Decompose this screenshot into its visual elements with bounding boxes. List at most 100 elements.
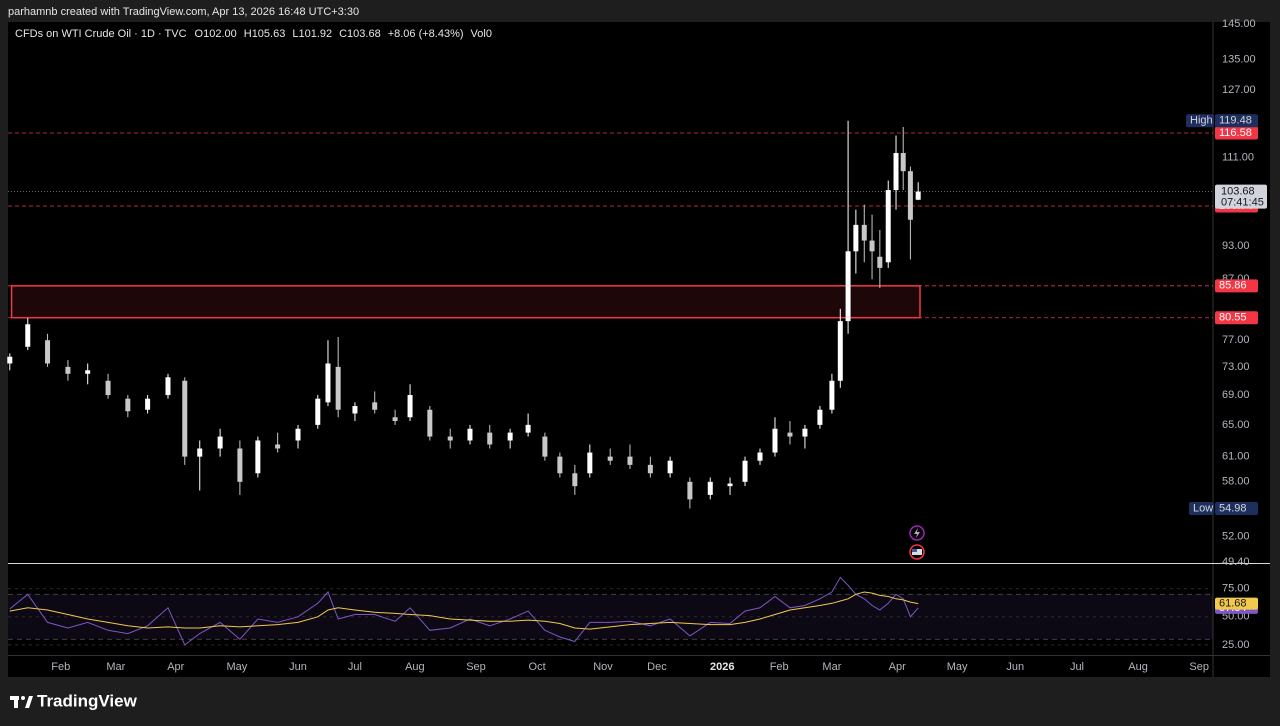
x-tick-label: Sep [466,661,486,673]
high-tag-text: High [1190,115,1213,127]
low-value-text: 54.98 [1219,502,1247,514]
y-tick-label: 77.00 [1222,334,1250,346]
candle-body [197,448,203,457]
level-label-text: 116.58 [1219,127,1252,139]
rsi-last-value-box [1215,597,1258,610]
candle-body [125,398,131,412]
candle-body [85,370,91,374]
x-tick-label: Jun [289,661,307,673]
y-tick-label: 69.00 [1222,389,1250,401]
candle-body [845,251,851,322]
y-tick-label: 58.00 [1222,476,1250,488]
brand-logo [10,696,33,708]
candle-body [727,483,733,487]
candle-body [687,481,693,500]
y-tick-label: 52.00 [1222,530,1250,542]
candle-body [295,428,301,441]
x-tick-label: May [227,661,248,673]
y-tick-label: 145.00 [1222,18,1256,30]
x-tick-label: Oct [529,661,546,673]
candle-body [182,380,188,457]
candle-body [255,440,261,474]
candle-body [372,402,378,410]
x-tick-label: 2026 [710,661,734,673]
rsi-line [9,591,919,630]
candle-body [507,432,513,441]
candle-body [869,240,875,252]
candle-body [900,153,906,172]
ohlc-label: +8.06 (+8.43%) [388,28,464,40]
low-value-box [1215,502,1258,516]
candle-body [627,456,633,465]
level-label-box [1215,279,1258,293]
current-price-box [1215,184,1267,209]
y-tick-label: 93.00 [1222,240,1250,252]
candle-body [217,436,223,449]
candle-body [392,417,398,422]
rsi-tick-label: 75.00 [1222,583,1250,595]
candle-body [7,356,13,364]
candle-body [525,424,531,433]
level-label: 116.58 [1215,126,1258,140]
x-tick-label: Mar [106,661,125,673]
candle-body [885,190,891,263]
x-tick-label: Mar [822,661,841,673]
ohlc-label: O102.00 [195,28,237,40]
candle-body [861,224,867,241]
y-tick-label: 111.00 [1222,151,1254,163]
x-tick-label: May [947,661,968,673]
candle-body [325,363,331,403]
candle-body [487,432,493,445]
candle-body [772,428,778,453]
level-label: 80.55 [1215,311,1258,325]
level-label: 85.86 [1215,279,1258,293]
ohlc-label: H105.63 [244,28,286,40]
plot-background [8,22,1270,677]
x-tick-label: Feb [51,661,70,673]
x-tick-label: Nov [593,661,613,673]
attribution: parhamnb created with TradingView.com, A… [8,6,359,18]
level-label-box [1215,311,1258,325]
x-tick-label: Apr [889,661,906,673]
y-tick-label: 61.00 [1222,451,1250,463]
x-tick-label: Aug [405,661,425,673]
current-price: 103.68 [1221,185,1255,197]
candle-body [667,460,673,474]
low-tag: Low [1189,502,1214,516]
y-tick-label: 73.00 [1222,361,1250,373]
rsi-last-value: 61.68 [1215,598,1258,610]
low-tag-box [1189,502,1214,516]
high-tag-box [1186,114,1214,128]
candle-body [237,448,243,482]
x-tick-label: Aug [1128,661,1148,673]
candle-body [407,395,413,418]
x-tick-label: Jul [1070,661,1084,673]
candle-body [647,464,653,474]
candle-body [105,380,111,396]
x-tick-label: Jul [348,661,362,673]
low-value: 54.98 [1215,502,1258,516]
candle-body [787,432,793,437]
candle-body [557,456,563,474]
x-tick-label: Jun [1006,661,1024,673]
candle-body [467,428,473,441]
high-value-box [1215,114,1258,128]
candle-body [315,398,321,425]
ohlc-label: L101.92 [292,28,332,40]
candle-body [877,256,883,268]
candle-body [742,460,748,482]
candle-body [145,398,151,410]
x-tick-label: Dec [647,661,667,673]
ohlc-label: C103.68 [339,28,381,40]
symbol-title: CFDs on WTI Crude Oil · 1D · TVC [15,28,187,40]
candle-body [335,366,341,410]
candle-body [542,436,548,457]
candle-body [607,456,613,461]
candle-body [707,481,713,495]
candle-body [45,340,51,364]
rsi-tick-label: 25.00 [1222,639,1250,651]
level-label-text: 80.55 [1219,312,1247,324]
candle-body [427,409,433,437]
high-value: 119.48 [1215,114,1258,128]
